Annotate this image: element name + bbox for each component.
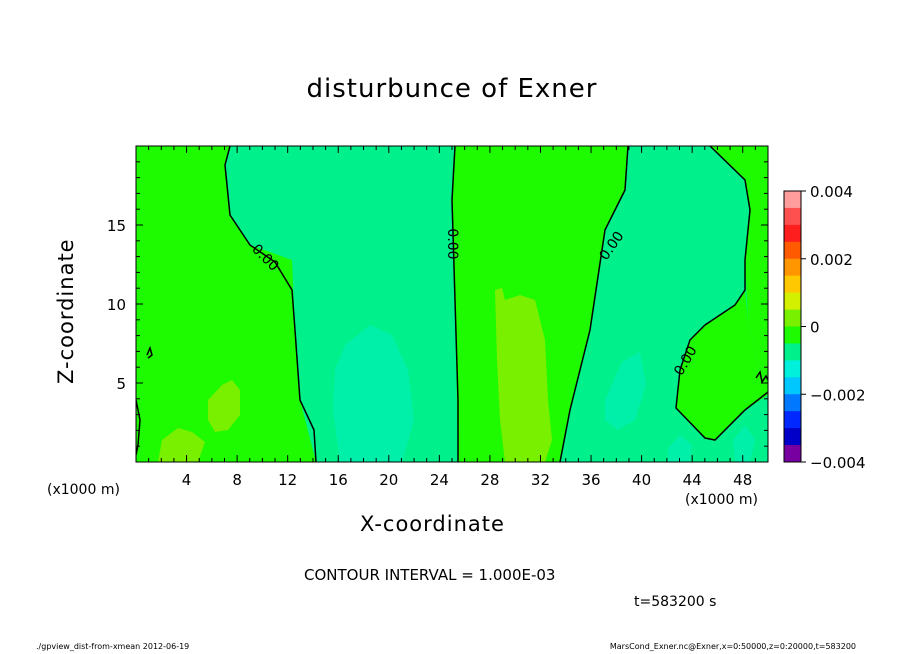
colorbar-tick-label: 0.002 [810, 251, 853, 269]
footer-right: MarsCond_Exner.nc@Exner,x=0:50000,z=0:20… [609, 642, 856, 651]
y-tick-label: 5 [116, 375, 126, 393]
colorbar-swatch [784, 360, 801, 378]
x-axis-label: X-coordinate [360, 512, 505, 536]
contour-line [451, 146, 459, 462]
x-tick-label: 48 [733, 471, 752, 489]
contour-label: 0.00 [444, 228, 460, 259]
y-tick-label: 10 [107, 296, 126, 314]
x-tick-label: 4 [182, 471, 192, 489]
contour-line [136, 399, 141, 456]
colorbar-swatch [784, 309, 801, 327]
positive-patch [495, 288, 552, 462]
contour-interval-text: CONTOUR INTERVAL = 1.000E-03 [304, 566, 556, 584]
colorbar-swatch [784, 445, 801, 463]
zero-contours [136, 146, 768, 462]
x-tick-label: 12 [278, 471, 297, 489]
positive-region [676, 290, 768, 440]
y-axis-label: Z-coordinate [54, 238, 78, 384]
colorbar: 0.004 0.002 0 −0.002 −0.004 [783, 183, 866, 472]
colorbar-swatch [784, 275, 801, 294]
negative-blob [668, 435, 692, 462]
chart-title: disturbunce of Exner [306, 74, 598, 104]
negative-blob [333, 325, 414, 462]
plot-area [136, 146, 768, 462]
colorbar-tick-label: −0.004 [810, 454, 866, 472]
negative-blob [733, 425, 755, 462]
y-axis: 5 10 15 [107, 161, 768, 447]
colorbar-swatch [784, 343, 801, 361]
colorbar-swatch [784, 428, 801, 446]
colorbar-swatch [784, 241, 801, 260]
colorbar-swatch [784, 377, 801, 395]
x-tick-label: 24 [430, 471, 449, 489]
positive-patch [208, 380, 240, 432]
colorbar-swatch [784, 191, 801, 209]
colorbar-tick-label: 0.004 [810, 183, 853, 201]
x-tick-label: 28 [480, 471, 499, 489]
contour-line [755, 370, 768, 384]
x-tick-label: 32 [531, 471, 550, 489]
colorbar-swatch [784, 258, 801, 277]
x-tick-label: 20 [379, 471, 398, 489]
y-tick-label: 15 [107, 217, 126, 235]
x-tick-label: 44 [683, 471, 702, 489]
contour-line [146, 345, 153, 359]
x-tick-label: 8 [232, 471, 242, 489]
colorbar-swatch [784, 394, 801, 412]
contour-line [675, 146, 768, 441]
x-tick-label: 36 [581, 471, 600, 489]
x-tick-label: 40 [632, 471, 651, 489]
colorbar-swatch [784, 326, 801, 344]
x-units-label-right: (x1000 m) [685, 492, 758, 508]
time-text: t=583200 s [634, 594, 717, 610]
contour-line [559, 146, 629, 462]
colorbar-swatch [784, 224, 801, 243]
colorbar-tick-label: 0 [810, 319, 820, 337]
colorbar-swatch [784, 292, 801, 311]
footer-left: ./gpview_dist-from-xmean 2012-06-19 [36, 642, 190, 651]
x-tick-label: 16 [329, 471, 348, 489]
colorbar-swatch [784, 207, 801, 226]
negative-blob [605, 352, 646, 430]
colorbar-swatch [784, 411, 801, 429]
positive-patch [158, 428, 205, 462]
colorbar-tick-label: −0.002 [810, 386, 866, 404]
x-axis: 4 8 12 16 20 24 28 32 36 40 44 48 [148, 146, 756, 489]
x-units-label-left: (x1000 m) [47, 482, 120, 498]
contour-line [224, 146, 317, 462]
